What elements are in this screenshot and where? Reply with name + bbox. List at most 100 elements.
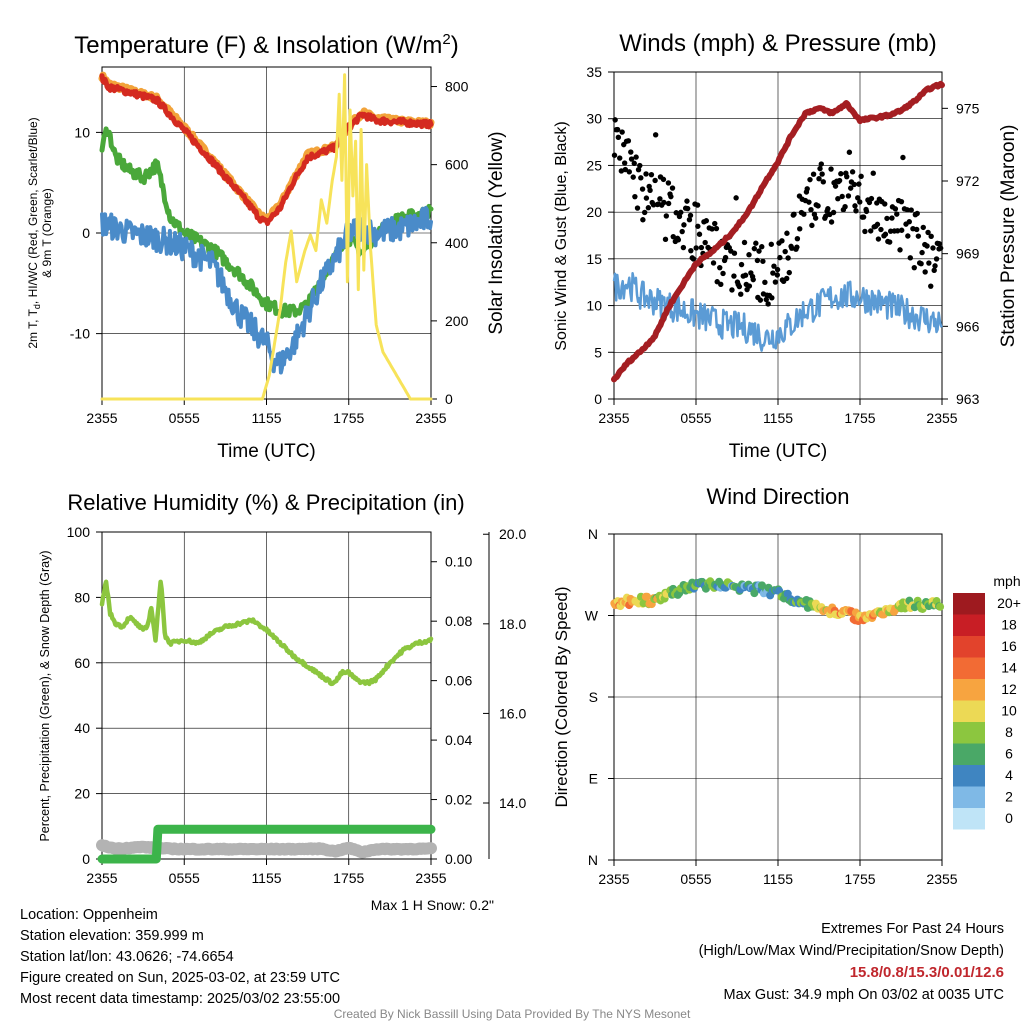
direction-ytick-label: N <box>588 852 598 868</box>
winds-gust-point <box>617 155 623 161</box>
winds-gust-point <box>673 210 679 216</box>
winds-xtick-label: 1155 <box>763 410 793 426</box>
humidity-ytick-label: 20 <box>74 786 90 802</box>
colorbar-label: 16 <box>1001 638 1017 654</box>
winds-gust-point <box>898 227 905 233</box>
direction-xtick-label: 2355 <box>598 871 629 887</box>
winds-gust-point <box>645 205 652 211</box>
colorbar-label: 6 <box>1005 746 1013 762</box>
snow-ytick-label: 20.0 <box>499 526 526 542</box>
winds-gust-point <box>928 283 934 289</box>
winds-gust-point <box>906 219 912 225</box>
winds-gust-point <box>874 221 881 228</box>
pressure-ytick-label: 972 <box>956 173 980 189</box>
winds-gust-point <box>680 244 687 251</box>
colorbar-swatch <box>953 593 985 615</box>
precip-ytick-label: 0.04 <box>445 732 472 748</box>
winds-gust-point <box>768 241 775 247</box>
winds-gust-point <box>770 270 776 276</box>
winds-gust-point <box>621 160 628 166</box>
winds-gust-point <box>839 193 845 200</box>
direction-xtick-label: 1155 <box>763 871 793 887</box>
winds-gust-point <box>922 269 928 275</box>
winds-gust-point <box>845 193 852 199</box>
winds-ytick-label: 20 <box>586 204 602 220</box>
winds-gust-point <box>878 226 884 233</box>
winds-gust-point <box>860 214 867 220</box>
humidity-xtick-label: 2355 <box>86 870 117 886</box>
winds-gust-point <box>694 202 701 208</box>
winds-gust-point <box>635 167 642 173</box>
insolation-ytick-label: 200 <box>445 313 469 329</box>
winds-gust-point <box>765 301 771 307</box>
winds-gust-point <box>784 230 790 236</box>
winds-gust-point <box>733 195 739 201</box>
winds-gust-point <box>717 264 723 271</box>
colorbar-label: 4 <box>1005 767 1013 783</box>
winds-gust-point <box>661 199 667 206</box>
precip-ytick-label: 0.10 <box>445 554 472 570</box>
winds-gust-point <box>686 217 693 223</box>
winds-ytick-label: 15 <box>586 251 602 267</box>
elevation-text: Station elevation: 359.999 m <box>20 928 204 944</box>
winds-gust-point <box>907 255 914 261</box>
winds-gust-point <box>759 244 765 250</box>
winds-gust-point <box>817 165 823 172</box>
winds-gust-point <box>746 283 753 289</box>
location-text: Location: Oppenheim <box>20 907 158 923</box>
winds-ytick-label: 25 <box>586 157 602 173</box>
winds-xtick-label: 2355 <box>926 410 957 426</box>
winds-gust-point <box>870 170 876 176</box>
winds-gust-point <box>844 173 850 180</box>
winds-gust-point <box>900 154 906 161</box>
colorbar-label: 18 <box>1001 617 1017 633</box>
direction-xtick-label: 0555 <box>680 871 711 887</box>
winds-gust-point <box>771 263 777 269</box>
colorbar-swatch <box>953 786 985 808</box>
humidity-xtick-label: 0555 <box>169 870 200 886</box>
direction-point <box>750 589 759 598</box>
winds-gust-point <box>648 171 655 178</box>
winds-gust-point <box>908 207 914 213</box>
winds-title: Winds (mph) & Pressure (mb) <box>619 30 936 57</box>
humidity-series-rh <box>99 579 434 687</box>
extremes-panel: Extremes For Past 24 Hours (High/Low/Max… <box>699 918 1004 1006</box>
winds-gust-point <box>926 260 932 266</box>
winds-gust-point <box>762 279 768 286</box>
winds-gust-point <box>791 211 797 217</box>
winds-gust-point <box>914 210 920 217</box>
winds-gust-point <box>669 185 676 191</box>
winds-gust-point <box>825 206 831 212</box>
winds-gust-point <box>919 249 925 256</box>
winds-gust-point <box>757 297 764 303</box>
colorbar-swatch <box>953 614 985 636</box>
winds-gust-point <box>897 247 903 253</box>
winds-gust-point <box>789 245 795 251</box>
winds-gust-point <box>801 211 807 217</box>
winds-gust-point <box>626 169 632 175</box>
winds-gust-point <box>933 256 940 262</box>
winds-gust-point <box>679 228 685 235</box>
winds-gust-point <box>753 240 759 246</box>
winds-gust-point <box>804 186 810 192</box>
humidity-ytick-label: 60 <box>74 655 90 671</box>
colorbar-label: 14 <box>1001 660 1017 676</box>
colorbar-label: 20+ <box>997 595 1021 611</box>
winds-gust-point <box>874 200 880 206</box>
winds-gust-point <box>628 156 635 162</box>
humidity-ytick-label: 100 <box>67 524 91 540</box>
temperature-series-solar-insolation <box>100 73 433 401</box>
colorbar-swatch <box>953 808 985 830</box>
precip-ytick-label: 0.02 <box>445 792 472 808</box>
winds-gust-point <box>750 276 756 283</box>
winds-gust-point <box>612 117 618 123</box>
colorbar-label: 2 <box>1005 789 1013 805</box>
winds-gust-point <box>631 160 637 167</box>
winds-gust-point <box>898 198 905 205</box>
winds-gust-point <box>782 248 788 255</box>
temperature-ytick-label: 0 <box>82 225 90 241</box>
winds-gust-point <box>710 260 717 266</box>
winds-gust-point <box>905 233 911 239</box>
direction-xtick-label: 1755 <box>844 871 875 887</box>
